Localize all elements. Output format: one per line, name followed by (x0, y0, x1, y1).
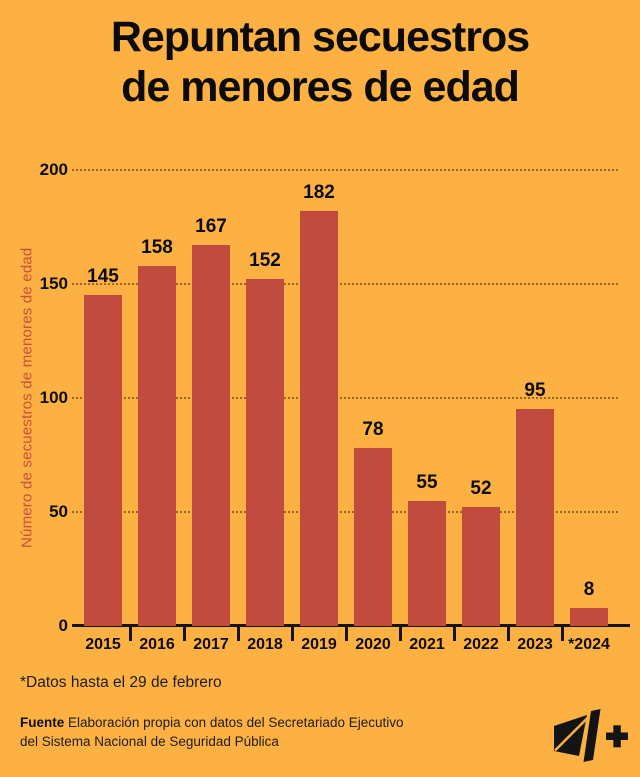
bar-column-2017: 167 2017 (184, 170, 238, 653)
value-label-2017: 167 (195, 216, 227, 238)
x-tick-label-2022: 2022 (463, 636, 499, 653)
x-tick-label-2023: 2023 (517, 636, 553, 653)
value-label-2020: 78 (362, 419, 384, 441)
value-label-2021: 55 (416, 471, 438, 493)
x-tick-label-2020: 2020 (355, 636, 391, 653)
value-label-2018: 152 (249, 250, 281, 272)
gridline-100 (72, 397, 618, 399)
x-tick-label-2021: 2021 (409, 636, 445, 653)
y-tick-label-100: 100 (39, 388, 68, 407)
bar-column-2015: 145 2015 (76, 170, 130, 653)
y-tick-label-50: 50 (49, 502, 68, 521)
bar-2022 (462, 507, 500, 626)
bar-2020 (354, 448, 392, 626)
y-tick-label-0: 0 (58, 616, 68, 635)
bar-2019 (300, 211, 338, 626)
x-axis-tick (129, 626, 132, 641)
x-tick-label-2017: 2017 (193, 636, 229, 653)
x-axis-tick (345, 626, 348, 641)
x-tick-label-2019: 2019 (301, 636, 337, 653)
y-tick-label-150: 150 (39, 274, 68, 293)
nplus-logo (554, 709, 628, 762)
x-axis-tick (183, 626, 186, 641)
bar-column-2023: 95 2023 (508, 170, 562, 653)
y-axis-labels: 0 50 100 150 200 (0, 160, 68, 635)
x-axis-tick (237, 626, 240, 641)
x-tick-label-*2024: *2024 (568, 636, 610, 653)
bar-2018 (246, 279, 284, 626)
gridline-50 (72, 511, 618, 513)
source-label: Fuente (20, 715, 65, 730)
bar-*2024 (570, 607, 608, 626)
bar-2015 (84, 295, 122, 626)
chart-title-line2: de menores de edad (121, 63, 520, 111)
value-label-2022: 52 (470, 478, 492, 500)
x-tick-label-2018: 2018 (247, 636, 283, 653)
value-label-*2024: 8 (583, 578, 595, 600)
x-axis-tick (561, 626, 564, 641)
bar-2021 (408, 500, 446, 626)
value-label-2023: 95 (524, 380, 546, 402)
x-tick-label-2016: 2016 (139, 636, 175, 653)
x-axis-tick (291, 626, 294, 641)
x-axis-tick (453, 626, 456, 641)
bar-column-2018: 152 2018 (238, 170, 292, 653)
bar-column-2022: 52 2022 (454, 170, 508, 653)
bar-2016 (138, 265, 176, 626)
bar-column-2020: 78 2020 (346, 170, 400, 653)
bar-2023 (516, 409, 554, 626)
footnote: *Datos hasta el 29 de febrero (20, 674, 222, 691)
chart-title: Repuntan secuestros de menores de edad (0, 12, 640, 112)
bar-column-2021: 55 2021 (400, 170, 454, 653)
x-axis-baseline (72, 624, 630, 627)
plot-area: 145 2015 158 2016 167 2017 152 2018 182 2019 78 202… (72, 169, 630, 653)
gridline-150 (72, 283, 618, 285)
source-credit: Fuente Elaboración propia con datos del … (20, 714, 460, 751)
bar-column-2019: 182 2019 (292, 170, 346, 653)
value-label-2016: 158 (141, 236, 173, 258)
x-axis-tick (507, 626, 510, 641)
gridline-200 (72, 169, 618, 171)
bar-2017 (192, 245, 230, 626)
source-line2: del Sistema Nacional de Seguridad Públic… (20, 733, 279, 749)
value-label-2015: 145 (87, 266, 119, 288)
x-tick-label-2015: 2015 (85, 636, 121, 653)
source-line1: Fuente Elaboración propia con datos del … (20, 715, 404, 730)
value-label-2019: 182 (303, 182, 335, 204)
x-axis-tick (399, 626, 402, 641)
chart-title-line1: Repuntan secuestros (110, 13, 530, 61)
bar-column-2016: 158 2016 (130, 170, 184, 653)
y-tick-label-200: 200 (39, 160, 68, 179)
bar-column-*2024: 8 *2024 (562, 170, 616, 653)
